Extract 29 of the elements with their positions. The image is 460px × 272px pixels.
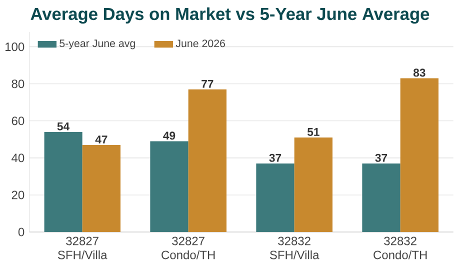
y-tick-label: 100 (6, 42, 24, 52)
y-tick-label: 0 (18, 228, 24, 236)
bar (82, 144, 120, 232)
bar (150, 141, 188, 232)
bar (362, 163, 400, 232)
y-tick-label: 60 (12, 116, 24, 126)
data-label: 83 (413, 68, 426, 77)
data-label: 77 (202, 80, 214, 88)
bar (44, 132, 82, 232)
data-label: 54 (57, 122, 70, 130)
data-label: 49 (163, 132, 176, 140)
x-tick-label: 32827 SFH/Villa (58, 236, 108, 260)
legend-label: June 2026 (176, 40, 225, 48)
legend-label: 5-year June avg (60, 40, 135, 50)
data-label: 47 (95, 136, 108, 144)
bar (400, 78, 438, 232)
y-tick-label: 20 (12, 190, 24, 200)
x-tick-label: 32832 SFH/Villa (270, 236, 320, 260)
y-tick-label: 40 (12, 154, 24, 162)
x-tick-label: 32832 Condo/TH (374, 236, 427, 260)
data-label: 51 (307, 128, 320, 136)
bar (294, 138, 332, 232)
data-label: 37 (375, 154, 388, 162)
chart-title: Average Days on Market vs 5-Year June Average (30, 7, 430, 24)
data-label: 37 (269, 154, 282, 162)
bar (188, 89, 226, 232)
y-tick-label: 80 (12, 80, 24, 88)
bar (256, 163, 294, 232)
x-tick-label: 32827 Condo/TH (162, 236, 215, 260)
